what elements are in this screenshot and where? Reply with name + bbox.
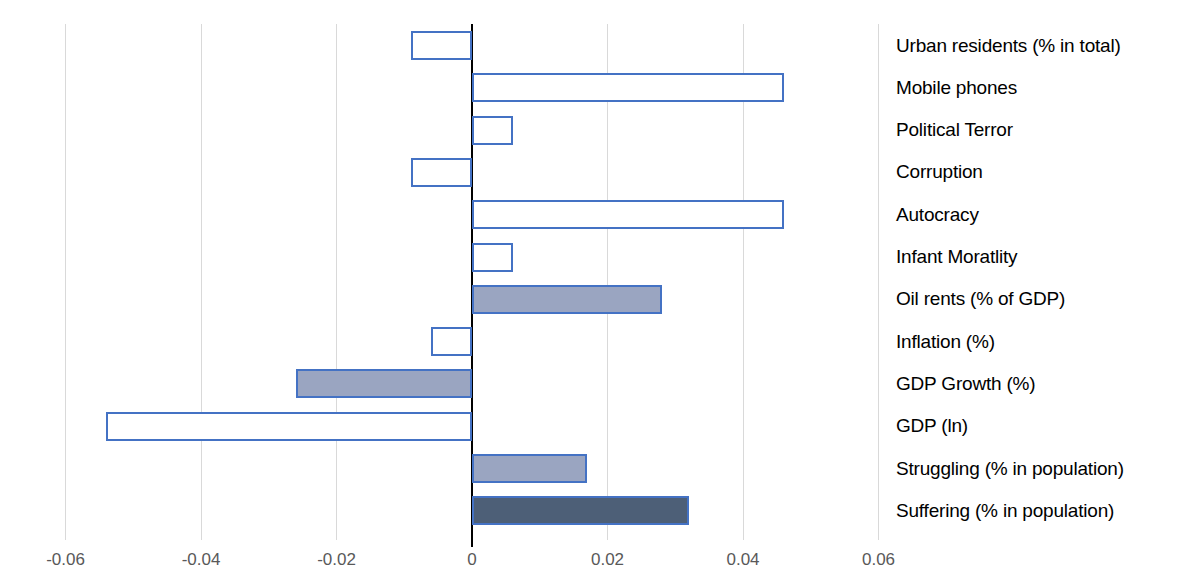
bar-political-terror bbox=[472, 116, 513, 145]
category-label-mobile-phones: Mobile phones bbox=[896, 77, 1017, 99]
bar-corruption bbox=[411, 158, 472, 187]
x-tick-label--0.02: -0.02 bbox=[317, 550, 356, 570]
gridline--0.04 bbox=[201, 24, 202, 540]
bar-mobile-phones bbox=[472, 73, 784, 102]
category-label-suffering-in-population: Suffering (% in population) bbox=[896, 500, 1114, 522]
horizontal-bar-chart: -0.06 -0.04 -0.02 0 0.02 0.04 0.06 Urban resid… bbox=[0, 0, 1183, 588]
gridline--0.06 bbox=[65, 24, 66, 540]
bar-gdp-growth bbox=[296, 369, 472, 398]
bar-autocracy bbox=[472, 200, 784, 229]
bar-inflation bbox=[431, 327, 472, 356]
x-tick-label-0.04: 0.04 bbox=[726, 550, 759, 570]
category-label-gdp-growth: GDP Growth (%) bbox=[896, 373, 1035, 395]
category-label-autocracy: Autocracy bbox=[896, 204, 979, 226]
bar-infant-moratlity bbox=[472, 243, 513, 272]
x-tick-label-0.02: 0.02 bbox=[591, 550, 624, 570]
x-tick-label--0.04: -0.04 bbox=[182, 550, 221, 570]
bar-oil-rents-of-gdp bbox=[472, 285, 662, 314]
x-tick-label--0.06: -0.06 bbox=[46, 550, 85, 570]
category-label-urban-residents-in-total: Urban residents (% in total) bbox=[896, 35, 1121, 57]
x-tick-label-0.06: 0.06 bbox=[862, 550, 895, 570]
x-tick-label-0: 0 bbox=[467, 550, 476, 570]
category-label-gdp-ln: GDP (ln) bbox=[896, 415, 968, 437]
bar-gdp-ln bbox=[106, 412, 472, 441]
gridline--0.02 bbox=[336, 24, 337, 540]
category-label-inflation: Inflation (%) bbox=[896, 331, 995, 353]
category-label-political-terror: Political Terror bbox=[896, 119, 1013, 141]
category-label-infant-moratlity: Infant Moratlity bbox=[896, 246, 1017, 268]
category-label-corruption: Corruption bbox=[896, 161, 983, 183]
bar-struggling-in-population bbox=[472, 454, 587, 483]
category-label-oil-rents-of-gdp: Oil rents (% of GDP) bbox=[896, 288, 1065, 310]
category-label-struggling-in-population: Struggling (% in population) bbox=[896, 458, 1124, 480]
gridline-0.06 bbox=[878, 24, 879, 540]
bar-suffering-in-population bbox=[472, 496, 689, 525]
bar-urban-residents-in-total bbox=[411, 31, 472, 60]
